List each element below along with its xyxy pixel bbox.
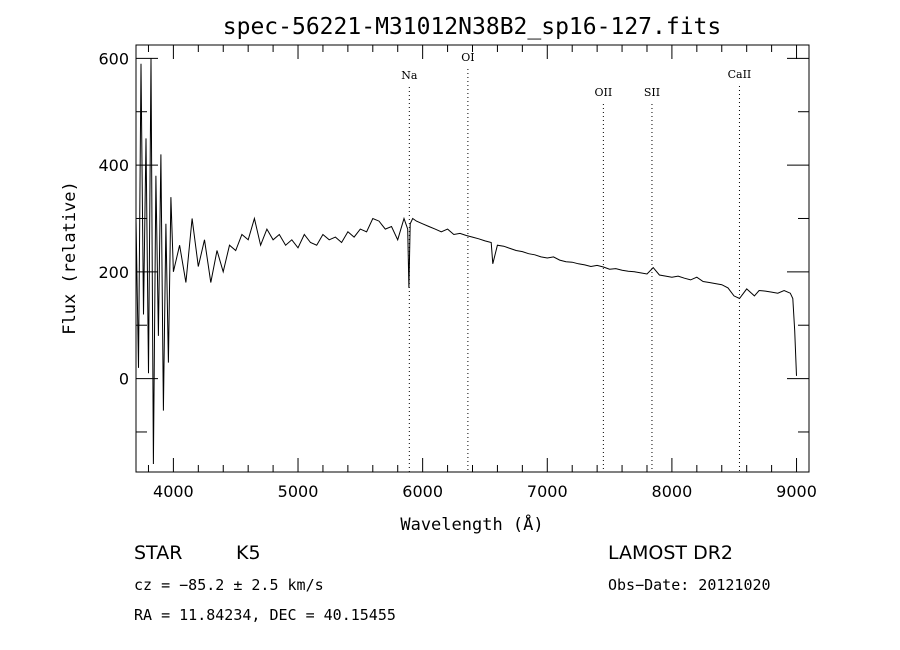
y-tick-label: 0 (119, 370, 129, 389)
reference-line-label: OI (461, 51, 474, 64)
reference-line-label: SII (644, 86, 660, 99)
reference-line-label: CaII (728, 68, 752, 81)
reference-line-label: Na (401, 69, 418, 82)
x-tick-label: 7000 (527, 482, 568, 501)
axis-ticks (136, 45, 809, 472)
y-tick-label: 600 (98, 49, 129, 68)
reference-line-label: OII (595, 86, 613, 99)
plot-frame (135, 44, 810, 473)
coordinates: RA = 11.84234, DEC = 40.15455 (134, 606, 396, 624)
y-axis-label: Flux (relative) (60, 181, 80, 335)
x-axis-label: Wavelength (Å) (400, 513, 543, 535)
survey-name: LAMOST DR2 (608, 542, 733, 564)
object-subclass: K5 (236, 542, 261, 564)
x-tick-label: 6000 (402, 482, 443, 501)
x-tick-label: 5000 (278, 482, 319, 501)
tick-labels: 4000 5000 6000 7000 8000 9000 0 200 400 600 (98, 49, 816, 501)
reference-lines: Na OI OII SII CaII (401, 51, 751, 472)
observation-date: Obs−Date: 20121020 (608, 576, 771, 594)
x-tick-label: 4000 (153, 482, 194, 501)
y-tick-label: 200 (98, 263, 129, 282)
object-class: STAR (134, 542, 182, 564)
x-tick-label: 9000 (776, 482, 817, 501)
x-tick-label: 8000 (652, 482, 693, 501)
redshift-cz: cz = −85.2 ± 2.5 km/s (134, 576, 324, 594)
y-tick-label: 400 (98, 156, 129, 175)
chart-title: spec-56221-M31012N38B2_sp16-127.fits (223, 14, 722, 40)
spectrum-line (135, 58, 797, 465)
